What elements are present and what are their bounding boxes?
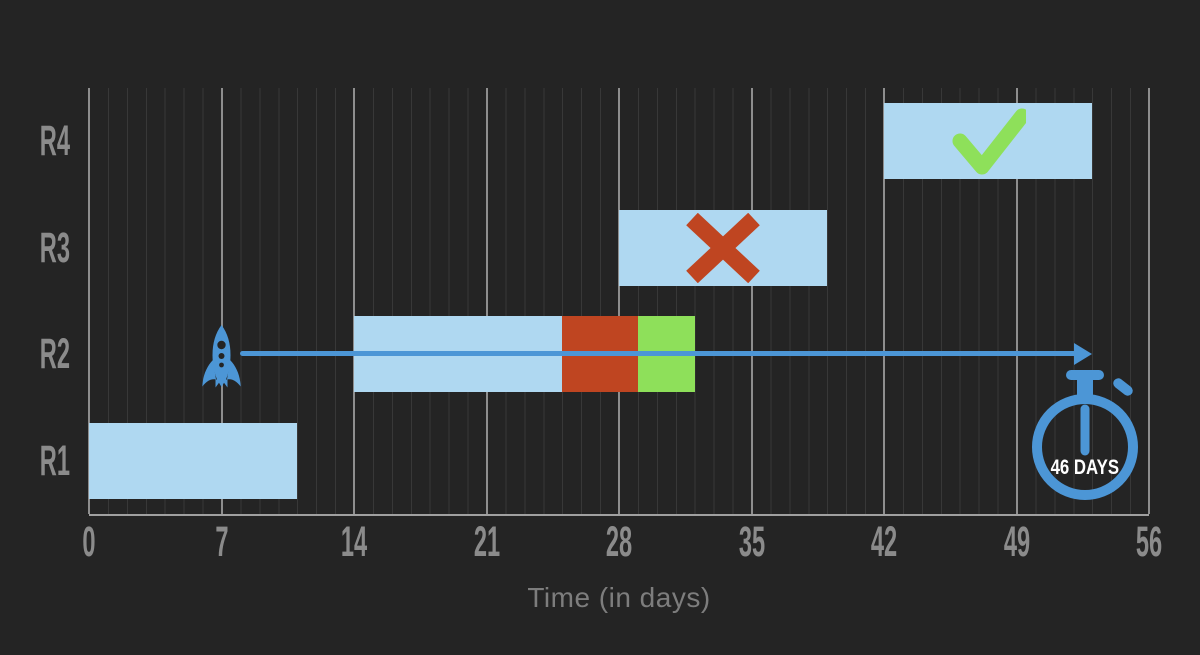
rocket-icon [199, 323, 244, 396]
x-tick-text: 14 [340, 518, 368, 566]
major-gridline [485, 88, 488, 514]
x-tick-label: 0 [77, 521, 101, 564]
major-gridline [618, 88, 620, 514]
major-gridline [1015, 88, 1018, 514]
x-tick-label: 56 [1125, 521, 1173, 564]
x-tick-text: 21 [473, 518, 500, 566]
x-tick-text: 35 [738, 518, 765, 566]
cross-icon-wrap [619, 210, 827, 286]
stopwatch-label: 46 DAYS [1050, 456, 1119, 479]
major-gridline [1148, 88, 1150, 514]
x-tick-label: 21 [463, 521, 511, 564]
major-gridline [353, 88, 355, 514]
x-tick-label: 14 [330, 521, 378, 564]
x-tick-text: 42 [870, 518, 898, 566]
x-tick-text: 56 [1135, 518, 1163, 566]
timeline-arrow-shaft [240, 351, 1078, 357]
stopwatch-icon: 46 DAYS [1020, 362, 1150, 512]
row-label-text: R2 [39, 330, 70, 379]
cross-icon [686, 212, 760, 283]
x-axis-title-text: Time (in days) [527, 582, 711, 613]
check-icon-wrap [884, 103, 1092, 179]
major-gridline [883, 88, 885, 514]
x-tick-text: 49 [1003, 518, 1030, 566]
row-label-text: R3 [39, 223, 70, 272]
x-tick-text: 0 [82, 518, 96, 566]
row-label-r4: R4 [10, 119, 70, 163]
row-label-r1: R1 [10, 439, 70, 483]
row-label-r3: R3 [10, 226, 70, 270]
major-gridline [88, 88, 90, 514]
x-tick-label: 42 [860, 521, 908, 564]
task-bar-r3 [619, 209, 828, 286]
major-gridline [220, 88, 223, 514]
row-label-text: R1 [39, 436, 70, 485]
x-tick-label: 49 [993, 521, 1041, 564]
row-label-text: R4 [39, 117, 70, 166]
check-icon [952, 108, 1027, 175]
timeline-arrow-head-icon [1074, 342, 1093, 365]
x-tick-text: 7 [214, 518, 229, 566]
plot-area [88, 88, 1150, 516]
major-gridline [750, 88, 753, 514]
x-tick-label: 35 [728, 521, 776, 564]
row-label-r2: R2 [10, 332, 70, 376]
x-tick-label: 28 [595, 521, 643, 564]
task-bar-r4 [884, 103, 1093, 180]
x-tick-label: 7 [210, 521, 234, 564]
bar-segment-task [89, 422, 298, 499]
x-tick-text: 28 [605, 518, 633, 566]
x-axis-title: Time (in days) [419, 582, 819, 614]
task-bar-r1 [89, 422, 298, 499]
